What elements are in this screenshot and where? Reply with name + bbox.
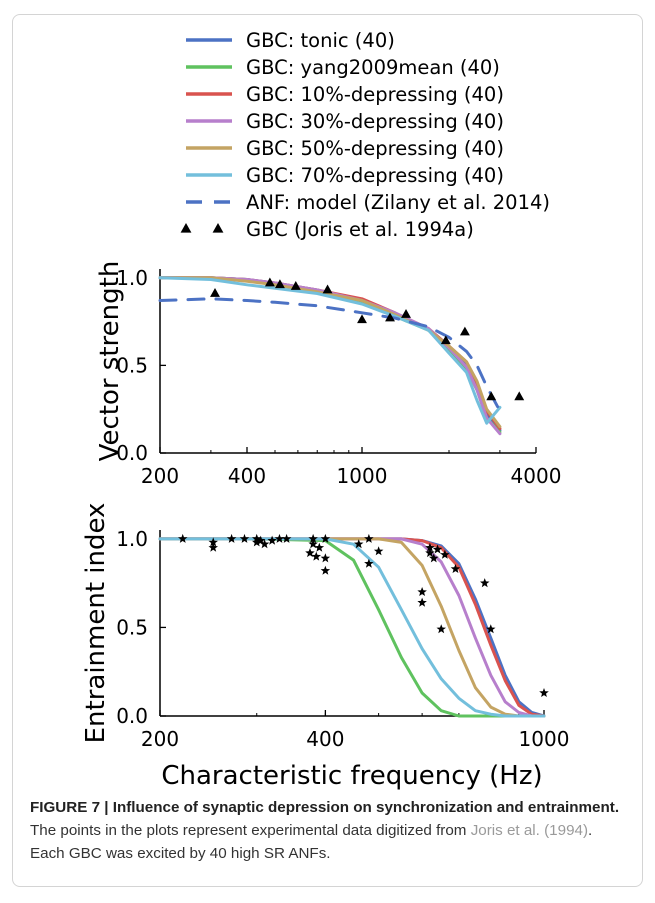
- x-tick-label: 1000: [337, 464, 388, 488]
- series-line: [158, 297, 502, 413]
- data-point: [259, 539, 270, 549]
- legend-label: GBC: tonic (40): [246, 29, 395, 52]
- figure-graphic: GBC: tonic (40) GBC: yang2009mean (40) GBC…: [81, 29, 569, 790]
- data-point: [320, 565, 331, 575]
- legend-entry: GBC: 10%-depressing (40): [186, 83, 504, 106]
- x-axis-label: Characteristic frequency (Hz): [161, 761, 542, 790]
- data-point: [239, 533, 250, 543]
- legend-entry: GBC (Joris et al. 1994a): [180, 218, 474, 241]
- data-point: [450, 564, 461, 573]
- data-point: [252, 537, 262, 547]
- data-point: [226, 533, 237, 543]
- data-point: [364, 558, 374, 568]
- series-line: [158, 537, 546, 718]
- legend-label: GBC: 10%-depressing (40): [246, 83, 504, 106]
- data-point: [514, 391, 525, 401]
- legend: GBC: tonic (40) GBC: yang2009mean (40) GBC…: [180, 29, 550, 241]
- x-tick-label: 200: [141, 727, 179, 751]
- data-point: [354, 539, 364, 549]
- x-tick-label: 400: [306, 727, 344, 751]
- y-axis-label: Vector strength: [95, 261, 125, 462]
- series-line: [158, 537, 546, 718]
- legend-label: GBC: 50%-depressing (40): [246, 137, 504, 160]
- data-point: [364, 533, 374, 543]
- y-tick-label: 0.0: [116, 441, 148, 465]
- legend-marker: [180, 223, 192, 233]
- figure-frame: [12, 14, 643, 887]
- legend-entry: GBC: 70%-depressing (40): [186, 164, 504, 187]
- data-point: [178, 533, 188, 543]
- y-tick-label: 0.5: [116, 353, 148, 377]
- data-point: [311, 551, 321, 561]
- y-tick-label: 1.0: [116, 527, 148, 551]
- legend-entry: GBC: yang2009mean (40): [186, 56, 500, 79]
- legend-label: GBC: 70%-depressing (40): [246, 164, 504, 187]
- data-point: [401, 309, 411, 318]
- data-point: [281, 533, 292, 543]
- legend-label: GBC: yang2009mean (40): [246, 56, 500, 79]
- data-point: [486, 624, 496, 634]
- data-point: [425, 542, 435, 552]
- data-point: [208, 537, 218, 547]
- caption-text-2: . Each GBC was excited by 40 high SR ANF…: [30, 822, 593, 862]
- data-point: [320, 553, 331, 563]
- legend-label: GBC (Joris et al. 1994a): [246, 218, 474, 241]
- data-point: [308, 533, 318, 543]
- data-point: [308, 539, 318, 549]
- data-point: [432, 544, 443, 554]
- data-point: [480, 578, 490, 588]
- data-point: [322, 284, 333, 294]
- x-tick-label: 200: [141, 464, 179, 488]
- y-axis-label: Entrainment index: [81, 503, 111, 744]
- legend-entry: ANF: model (Zilany et al. 2014): [186, 191, 550, 214]
- y-tick-label: 1.0: [116, 266, 148, 290]
- caption-text-1: The points in the plots represent experi…: [30, 822, 471, 839]
- legend-entry: GBC: tonic (40): [186, 29, 395, 52]
- data-point: [305, 548, 315, 558]
- data-point: [274, 279, 285, 289]
- data-point: [417, 587, 427, 596]
- series-line: [158, 276, 502, 436]
- legend-entry: GBC: 30%-depressing (40): [186, 110, 504, 133]
- data-point: [440, 549, 450, 559]
- data-point: [385, 312, 395, 322]
- y-tick-label: 0.0: [116, 704, 148, 728]
- data-point: [255, 535, 266, 545]
- legend-label: GBC: 30%-depressing (40): [246, 110, 504, 133]
- data-point: [429, 553, 439, 563]
- data-point: [210, 288, 220, 297]
- data-point: [417, 597, 427, 607]
- figure-caption: FIGURE 7 | Influence of synaptic depress…: [30, 796, 630, 865]
- series-line: [158, 276, 502, 425]
- legend-label: ANF: model (Zilany et al. 2014): [246, 191, 550, 214]
- x-tick-label: 400: [228, 464, 266, 488]
- data-point: [320, 533, 331, 543]
- data-point: [425, 548, 435, 558]
- data-point: [264, 277, 275, 287]
- data-point: [440, 335, 451, 345]
- data-point: [208, 542, 218, 552]
- legend-entry: GBC: 50%-depressing (40): [186, 137, 504, 160]
- data-point: [274, 533, 285, 543]
- data-point: [539, 688, 549, 697]
- data-point: [357, 314, 367, 324]
- citation-link[interactable]: Joris et al. (1994): [470, 822, 589, 839]
- series-line: [158, 276, 502, 429]
- x-tick-label: 4000: [511, 464, 562, 488]
- data-point: [459, 326, 470, 336]
- data-point: [314, 542, 325, 552]
- data-point: [486, 391, 497, 401]
- data-point: [267, 535, 277, 545]
- data-point: [436, 624, 446, 634]
- legend-marker: [212, 223, 224, 233]
- figure-label: FIGURE 7 | Influence of synaptic depress…: [30, 799, 620, 816]
- data-point: [373, 546, 384, 556]
- y-tick-label: 0.5: [116, 615, 148, 639]
- data-point: [290, 281, 301, 290]
- x-tick-label: 1000: [519, 727, 570, 751]
